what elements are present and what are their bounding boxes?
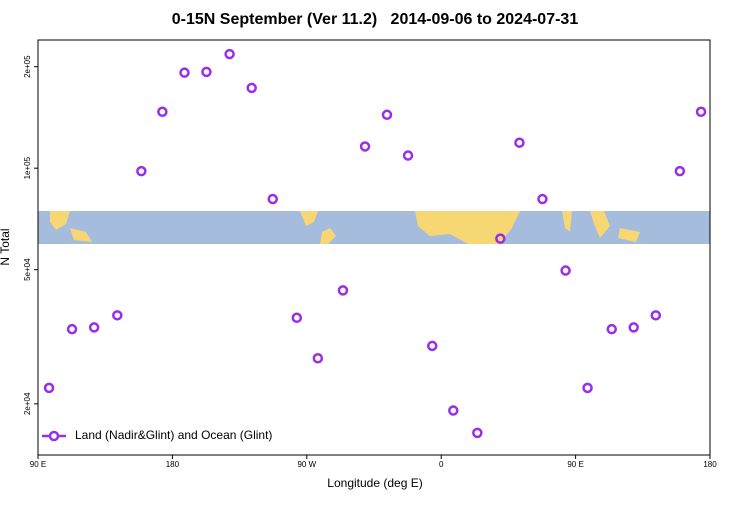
y-tick-label: 2e+04	[23, 392, 32, 415]
point	[66, 323, 78, 335]
point	[246, 82, 257, 94]
point	[267, 193, 279, 205]
y-axis-label: N Total	[0, 228, 12, 265]
map-band	[38, 211, 710, 244]
x-tick-label: 0	[439, 460, 444, 469]
point	[695, 106, 707, 118]
point	[43, 382, 55, 394]
point	[448, 405, 459, 416]
y-tick-label: 2e+05	[23, 55, 32, 78]
point	[628, 322, 639, 333]
point	[514, 137, 525, 148]
x-tick-label: 90 E	[30, 460, 46, 469]
point	[112, 310, 123, 321]
point	[472, 427, 483, 439]
x-tick-label: 90 E	[567, 460, 583, 469]
plot-frame	[37, 39, 711, 456]
y-tick-label: 1e+05	[23, 156, 32, 179]
point	[359, 141, 371, 152]
legend-label: Land (Nadir&Glint) and Ocean (Glint)	[75, 428, 272, 442]
point	[157, 106, 168, 118]
chart-title: 0-15N September (Ver 11.2) 2014-09-06 to…	[172, 11, 579, 28]
point	[136, 165, 147, 177]
point	[582, 382, 593, 394]
point	[381, 109, 393, 121]
x-tick-label: 90 W	[297, 460, 316, 469]
point	[337, 285, 349, 296]
point	[606, 323, 617, 335]
x-tick-label: 180	[703, 460, 717, 469]
point	[537, 193, 548, 205]
y-tick-label: 5e+04	[23, 258, 32, 281]
x-axis-label: Longitude (deg E)	[327, 476, 422, 490]
point	[495, 233, 506, 244]
point	[560, 265, 571, 276]
point	[650, 310, 662, 321]
point	[291, 312, 303, 324]
point	[179, 67, 190, 78]
point	[201, 66, 212, 78]
point	[312, 353, 324, 364]
point	[224, 48, 235, 60]
point	[88, 322, 100, 333]
point	[426, 340, 438, 352]
x-tick-label: 180	[166, 460, 180, 469]
legend-marker	[48, 430, 60, 442]
point	[674, 165, 686, 177]
point	[402, 150, 414, 161]
